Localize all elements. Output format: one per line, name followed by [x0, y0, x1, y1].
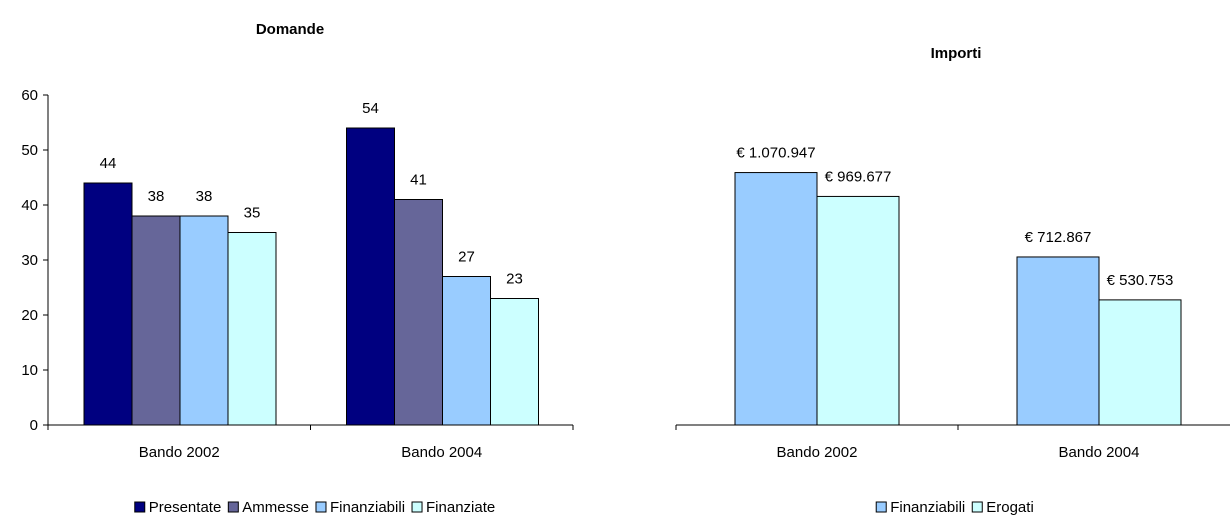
data-label: € 530.753: [1107, 272, 1174, 289]
chart-title: Domande: [256, 21, 324, 38]
x-tick-label: Bando 2004: [401, 444, 482, 461]
legend-swatch-2: [971, 501, 983, 513]
y-tick-label: 50: [21, 142, 38, 159]
y-tick-label: 60: [21, 87, 38, 104]
legend-label-1: Presentate: [149, 499, 222, 516]
bar-1-1: [734, 172, 818, 426]
legend-swatch-2: [227, 501, 239, 513]
bar-1-2: [1016, 256, 1100, 426]
data-label: 41: [410, 172, 427, 189]
x-tick-label: Bando 2002: [139, 444, 220, 461]
bar-2-1: [131, 215, 181, 426]
bar-2-1: [816, 195, 900, 426]
legend-label-1: Finanziabili: [890, 499, 965, 516]
legend-swatch-3: [315, 501, 327, 513]
legend-swatch-1: [134, 501, 146, 513]
legend-label-3: Finanziabili: [330, 499, 405, 516]
bar-2-2: [394, 199, 443, 426]
y-tick-label: 0: [30, 417, 38, 434]
data-label: 35: [244, 205, 261, 222]
bar-4-1: [227, 232, 277, 426]
y-tick-label: 40: [21, 197, 38, 214]
chart-title: Importi: [931, 45, 982, 62]
data-label: 44: [100, 155, 117, 172]
y-tick-label: 20: [21, 307, 38, 324]
chart-domande: Domande 44 38 38 35 54 41 27 23 0 10 20 30 40 50 60 Ba…: [21, 21, 574, 516]
data-label: € 1.070.947: [736, 145, 815, 162]
legend-label-4: Finanziate: [426, 499, 495, 516]
bar-1-1: [83, 182, 133, 426]
data-label: 38: [148, 188, 165, 205]
data-label: 27: [458, 249, 475, 266]
data-label: € 712.867: [1025, 229, 1092, 246]
data-label: 54: [362, 100, 379, 117]
x-tick-label: Bando 2002: [777, 444, 858, 461]
y-tick-label: 30: [21, 252, 38, 269]
bar-4-2: [490, 298, 539, 426]
bar-1-2: [346, 127, 395, 426]
data-label: 23: [506, 271, 523, 288]
legend-swatch-1: [875, 501, 887, 513]
bar-3-1: [179, 215, 229, 426]
bar-2-2: [1098, 299, 1182, 426]
bar-3-2: [442, 276, 491, 426]
data-label: € 969.677: [825, 168, 892, 185]
legend-label-2: Erogati: [986, 499, 1034, 516]
chart-importi: Importi € 1.070.947 € 969.677 € 712.867 € 5…: [675, 45, 1230, 516]
legend-label-2: Ammesse: [242, 499, 309, 516]
y-tick-label: 10: [21, 362, 38, 379]
legend-swatch-4: [411, 501, 423, 513]
x-tick-label: Bando 2004: [1059, 444, 1140, 461]
data-label: 38: [196, 188, 213, 205]
